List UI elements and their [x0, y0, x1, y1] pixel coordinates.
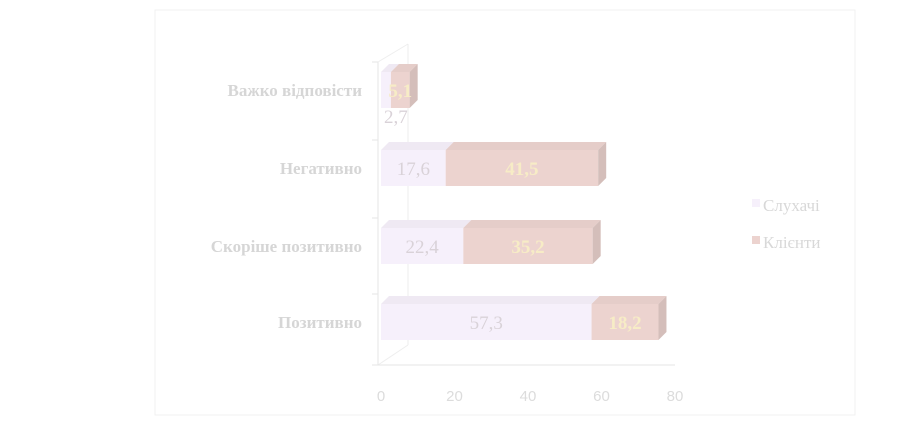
- bar-side-face: [409, 64, 418, 108]
- data-label: 2,7: [384, 107, 408, 128]
- data-label: 17,6: [397, 159, 430, 180]
- bar-top-face: [591, 296, 667, 304]
- legend-label-kliienty: Клієнти: [763, 233, 820, 252]
- axis-depth-top: [377, 43, 409, 63]
- bar-front-face: [390, 72, 410, 108]
- bar-side-face: [592, 220, 601, 264]
- bar-side-face: [658, 296, 667, 340]
- bar-front-face: [445, 150, 599, 186]
- bar-slukhachi: 57,3: [381, 296, 600, 340]
- x-tick-label: 40: [520, 388, 537, 405]
- bar-front-face: [591, 304, 659, 340]
- category-label: Важко відповісти: [228, 81, 363, 100]
- x-tick-labels: 0 20 40 60 80: [377, 388, 684, 405]
- bar-kliienty: 35,2: [463, 220, 601, 264]
- bar-front-face: [381, 228, 464, 264]
- bar-kliienty: 18,2: [591, 296, 667, 340]
- bar-top-face: [381, 220, 472, 228]
- bar-side-face: [598, 142, 607, 186]
- legend: Слухачі Клієнти: [752, 196, 820, 252]
- data-label: 5,1: [388, 81, 412, 102]
- plot-frame: [154, 9, 856, 416]
- legend-label-slukhachi: Слухачі: [763, 196, 820, 215]
- bar-top-face: [381, 64, 399, 72]
- legend-swatch-kliienty: [752, 236, 760, 244]
- legend-swatch-slukhachi: [752, 199, 760, 207]
- data-label: 22,4: [406, 237, 440, 258]
- bar-front-face: [463, 228, 593, 264]
- category-label: Негативно: [280, 159, 362, 178]
- data-label: 18,2: [608, 313, 641, 334]
- bar-top-face: [390, 64, 418, 72]
- bar-front-face: [381, 150, 446, 186]
- bar-top-face: [445, 142, 607, 150]
- data-label: 57,3: [470, 313, 503, 334]
- bars: 57,3 18,2 22,4 35,2 17,6 41,5 2,7 5,1: [381, 64, 667, 340]
- x-tick-label: 20: [446, 388, 463, 405]
- bar-slukhachi: 2,7: [381, 64, 408, 128]
- bar-front-face: [381, 304, 592, 340]
- data-label: 41,5: [505, 159, 538, 180]
- bar-kliienty: 5,1: [388, 64, 418, 108]
- category-labels: Позитивно Скоріше позитивно Негативно Важко…: [211, 81, 362, 332]
- bar-kliienty: 41,5: [445, 142, 607, 186]
- x-tick-label: 60: [593, 388, 610, 405]
- bar-top-face: [381, 296, 600, 304]
- category-ticks: [372, 61, 378, 366]
- data-label: 35,2: [511, 237, 544, 258]
- bar-front-face: [381, 72, 391, 108]
- bar-slukhachi: 17,6: [381, 142, 454, 186]
- bar-top-face: [463, 220, 601, 228]
- category-label: Скоріше позитивно: [211, 237, 362, 256]
- x-tick-label: 0: [377, 388, 385, 405]
- bar-slukhachi: 22,4: [381, 220, 472, 264]
- bar-top-face: [381, 142, 454, 150]
- x-tick-label: 80: [667, 388, 684, 405]
- axis-depth-bottom: [377, 344, 409, 366]
- category-label: Позитивно: [278, 313, 362, 332]
